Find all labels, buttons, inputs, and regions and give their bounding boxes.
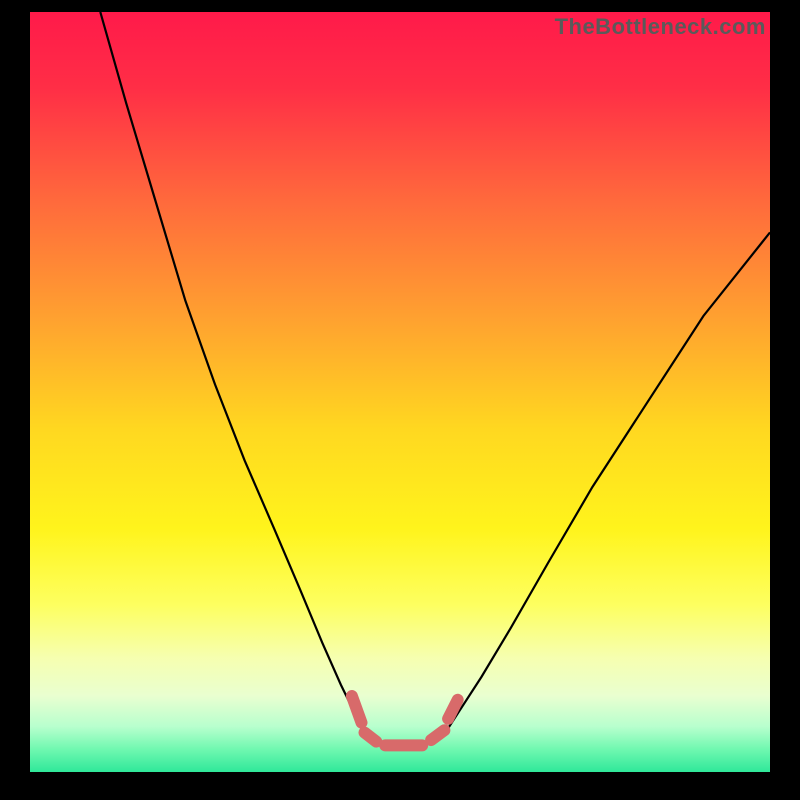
curve-layer (30, 12, 770, 772)
plot-area (30, 12, 770, 772)
watermark-text: TheBottleneck.com (555, 14, 766, 40)
